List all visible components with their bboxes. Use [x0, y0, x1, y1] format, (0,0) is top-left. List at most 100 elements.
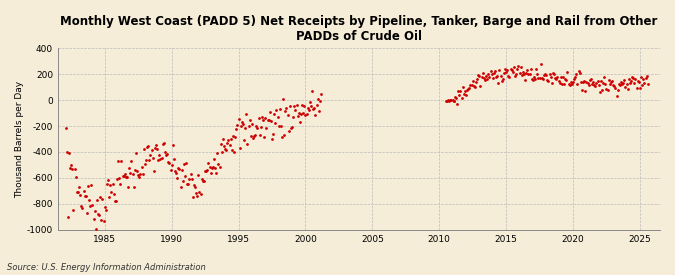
Point [292, 114, 303, 119]
Point [624, 77, 634, 81]
Point [125, 171, 136, 175]
Point [214, 165, 225, 170]
Point [571, 72, 582, 76]
Point [242, 142, 253, 147]
Point [273, 124, 284, 128]
Point [87, 203, 98, 207]
Point [287, 124, 298, 129]
Point [193, 173, 204, 177]
Point [127, 172, 138, 176]
Point [602, 87, 613, 92]
Point [118, 174, 129, 178]
Point [631, 86, 642, 90]
Point [597, 87, 608, 92]
Point [75, 193, 86, 197]
Point [614, 82, 624, 87]
Point [592, 79, 603, 83]
Point [284, 104, 295, 108]
Point [240, 126, 250, 130]
Point [182, 182, 192, 186]
Point [458, 92, 469, 96]
Point [132, 169, 142, 173]
Point [531, 67, 541, 72]
Point [463, 87, 474, 91]
Point [301, 112, 312, 117]
Point [486, 72, 497, 76]
Point [485, 68, 496, 73]
Point [154, 153, 165, 157]
Point [195, 192, 206, 196]
Point [465, 82, 476, 87]
Point [172, 176, 183, 180]
Point [537, 76, 547, 80]
Point [213, 162, 224, 166]
Point [572, 81, 583, 86]
Point [618, 81, 628, 85]
Point [188, 194, 198, 199]
Point [147, 156, 158, 160]
Point [626, 79, 637, 83]
Point [510, 74, 520, 78]
Point [134, 174, 144, 179]
Point [544, 72, 555, 76]
Point [117, 174, 128, 178]
Point [86, 183, 97, 188]
Point [520, 78, 531, 82]
Point [482, 77, 493, 81]
Point [501, 70, 512, 74]
Point [612, 88, 623, 92]
Point [230, 135, 240, 139]
Point [101, 182, 112, 186]
Point [207, 165, 218, 170]
Point [136, 165, 147, 169]
Point [622, 87, 633, 92]
Point [470, 80, 481, 84]
Point [140, 162, 151, 166]
Point [215, 142, 226, 146]
Point [155, 157, 166, 162]
Point [101, 208, 111, 212]
Point [628, 76, 639, 81]
Point [82, 183, 93, 188]
Point [271, 108, 282, 112]
Point [243, 124, 254, 128]
Point [315, 98, 325, 103]
Point [244, 118, 255, 122]
Point [502, 68, 512, 72]
Point [121, 174, 132, 179]
Point [130, 168, 140, 172]
Point [609, 84, 620, 88]
Point [525, 66, 536, 71]
Point [445, 98, 456, 103]
Point [103, 177, 113, 182]
Point [460, 93, 471, 97]
Point [184, 177, 195, 182]
Point [299, 103, 310, 108]
Point [487, 76, 498, 81]
Point [80, 194, 91, 198]
Point [456, 96, 467, 100]
Point [481, 74, 491, 78]
Point [238, 121, 248, 126]
Point [624, 81, 635, 85]
Point [543, 79, 554, 83]
Point [529, 75, 539, 79]
Point [470, 84, 481, 89]
Point [564, 83, 575, 87]
Point [253, 116, 264, 120]
Point [156, 156, 167, 160]
Point [180, 174, 190, 179]
Point [511, 72, 522, 76]
Point [561, 78, 572, 82]
Point [637, 82, 647, 87]
Point [569, 76, 580, 81]
Point [512, 67, 522, 71]
Point [640, 75, 651, 80]
Point [202, 168, 213, 172]
Y-axis label: Thousand Barrels per Day: Thousand Barrels per Day [15, 80, 24, 197]
Point [267, 136, 277, 141]
Point [108, 192, 119, 197]
Point [123, 185, 134, 189]
Point [302, 106, 313, 111]
Point [122, 175, 132, 180]
